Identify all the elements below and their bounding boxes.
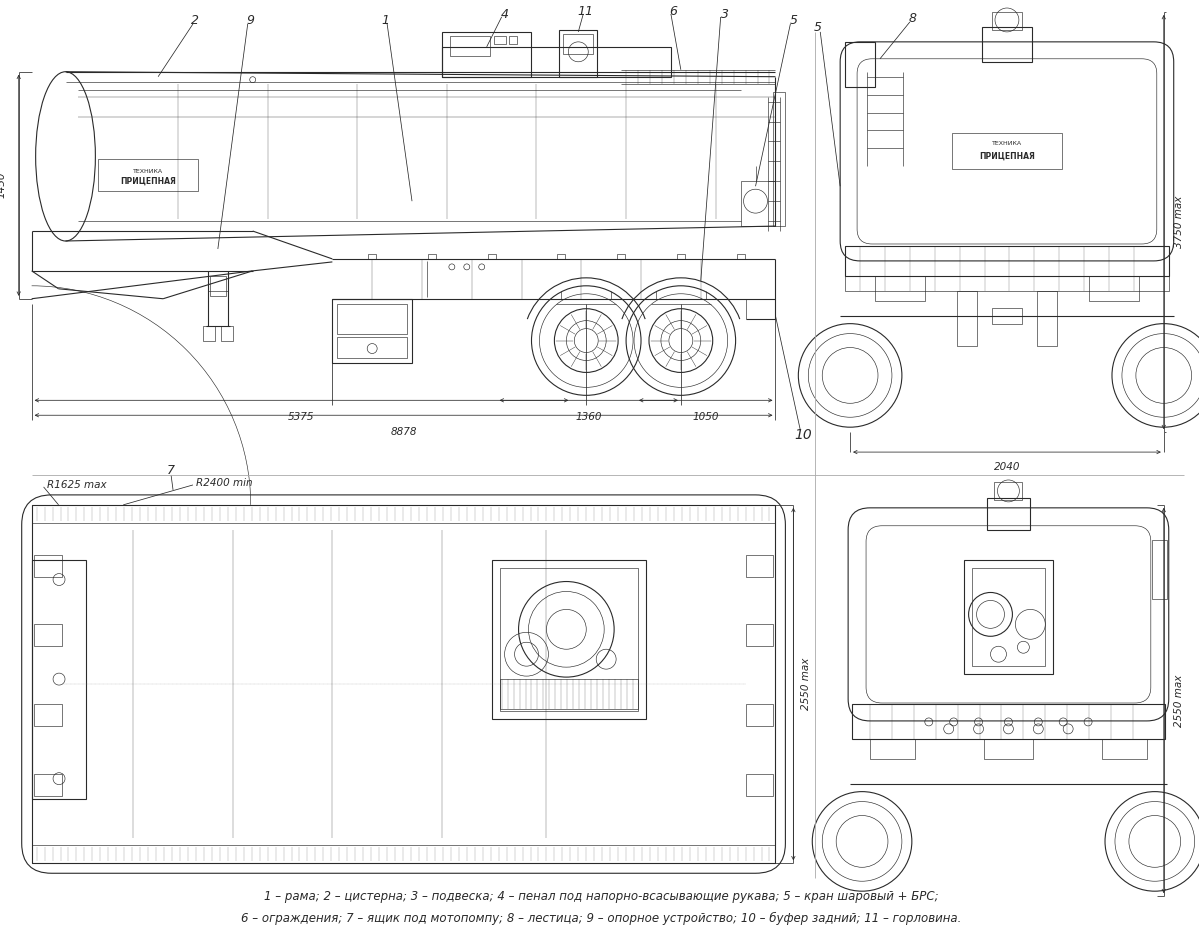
Bar [992,12,1022,30]
Bar [875,276,925,301]
Bar [972,568,1045,666]
Bar [557,254,565,259]
Text: 1050: 1050 [692,412,719,422]
Text: 6: 6 [668,6,677,19]
Bar [337,304,407,334]
Bar [499,568,638,711]
Bar [986,498,1031,530]
Bar [995,482,1022,500]
Bar [221,325,233,340]
Text: 5: 5 [814,22,821,34]
Bar [34,704,61,726]
Text: 1360: 1360 [576,412,602,422]
Bar [737,254,744,259]
Bar [1102,739,1147,759]
Text: 1 – рама; 2 – цистерна; 3 – подвеска; 4 – пенал под напорно-всасывающие рукава; : 1 – рама; 2 – цистерна; 3 – подвеска; 4 … [264,889,938,902]
Bar [1090,276,1139,301]
Bar [563,34,593,54]
Bar [442,47,671,76]
Bar [31,559,86,799]
Bar [559,30,598,76]
Text: 4: 4 [500,8,509,22]
Bar [958,290,977,345]
Bar [982,27,1032,62]
Bar [870,739,914,759]
Bar [774,91,785,226]
Text: 3750 max: 3750 max [1174,196,1183,248]
Bar [964,559,1054,674]
Bar [98,159,198,191]
Text: 11: 11 [577,6,593,19]
Bar [487,254,496,259]
Text: 5375: 5375 [288,412,314,422]
Text: 9: 9 [247,14,254,27]
Text: R2400 min: R2400 min [196,478,252,488]
Bar [442,32,532,76]
Bar [845,276,1169,290]
Bar [368,254,376,259]
Bar [845,41,875,87]
Bar [745,554,774,576]
Bar [1037,290,1057,345]
Text: 2550 max: 2550 max [1174,674,1183,727]
Bar [984,739,1033,759]
Bar [34,624,61,646]
Bar [677,254,685,259]
Bar [740,181,775,226]
Bar [337,337,407,358]
Text: 3: 3 [721,8,728,22]
Bar [499,679,638,709]
Bar [31,505,775,522]
Bar [210,276,226,296]
Bar [745,704,774,726]
Text: 5: 5 [790,14,797,27]
Bar [34,773,61,796]
Text: 7: 7 [167,464,175,476]
Bar [617,254,625,259]
Bar [845,246,1169,276]
Bar [493,36,505,44]
Bar [1152,539,1166,600]
Bar [31,845,775,863]
Text: R1625 max: R1625 max [47,480,107,490]
Bar [31,505,775,863]
Text: 10: 10 [794,428,812,442]
Text: ТЕХНИКА: ТЕХНИКА [133,169,163,174]
Bar [745,624,774,646]
Bar [428,254,436,259]
Text: 8: 8 [908,12,917,25]
Text: 2550 max: 2550 max [802,658,811,710]
Text: 1450: 1450 [0,172,7,198]
Bar [34,554,61,576]
Bar [509,36,516,44]
Text: 1: 1 [382,14,389,27]
Bar [992,307,1022,323]
Bar [203,325,215,340]
Bar [852,704,1165,739]
Bar [450,36,490,56]
Bar [492,559,646,719]
Text: ПРИЦЕПНАЯ: ПРИЦЕПНАЯ [120,176,176,186]
Text: 2: 2 [191,14,199,27]
Text: ТЕХНИКА: ТЕХНИКА [992,141,1022,146]
Bar [952,134,1062,170]
Text: 6 – ограждения; 7 – ящик под мотопомпу; 8 – лестица; 9 – опорное устройство; 10 : 6 – ограждения; 7 – ящик под мотопомпу; … [241,912,961,925]
Bar [745,773,774,796]
Text: ПРИЦЕПНАЯ: ПРИЦЕПНАЯ [979,152,1034,161]
Bar [332,299,412,363]
Text: 2040: 2040 [994,462,1020,472]
Text: 8878: 8878 [390,427,416,438]
